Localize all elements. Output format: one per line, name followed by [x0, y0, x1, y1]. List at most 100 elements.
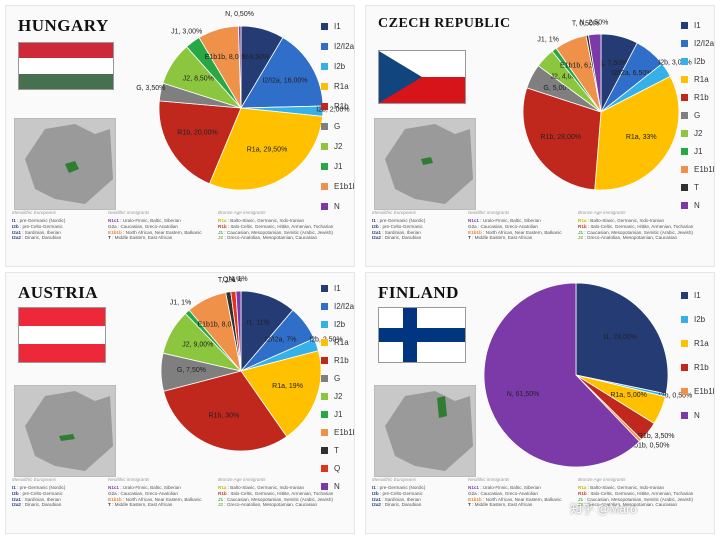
legend-item: G: [321, 369, 354, 387]
pie-chart: I1, 28,00% I2b, 0,50% R1a, 5,00% R1b, 3,50%…: [483, 282, 692, 468]
slice-label: J1, 3,00%: [171, 29, 202, 36]
legend-swatch: [681, 111, 688, 119]
legend-swatch: [681, 387, 688, 395]
slice-label: Q, 1%: [223, 276, 242, 283]
slice-label: R1b, 30%: [208, 413, 239, 420]
pie-slice-r1a: [208, 107, 324, 191]
footer-column-neolithic: Neolithic immigrants N1c1 : Uralo-Finnic,…: [468, 477, 588, 508]
slice-label: I2/I2a, 6,50%: [611, 70, 652, 77]
flag-austria-icon: [18, 307, 106, 363]
slice-label: J2, 4,00%: [551, 73, 582, 80]
slice-label: J1, 1%: [537, 37, 558, 44]
footer-column-mesolithic: Mesolithic Europeans I1 : pre-Germanic (N…: [372, 477, 492, 508]
legend-swatch: [321, 284, 328, 292]
footer-column-neolithic: Neolithic immigrants N1c1 : Uralo-Finnic,…: [108, 210, 228, 241]
country-title: HUNGARY: [18, 16, 109, 35]
legend-label: R1b: [694, 92, 709, 102]
slice-label: I1, 7,50%: [598, 60, 628, 67]
slice-label: I1, 28,00%: [604, 334, 637, 341]
footer-line: J1 : Caucasian, Mesopotamian, Semitic (A…: [218, 496, 333, 502]
legend-swatch: [681, 201, 688, 209]
legend-label: R1a: [334, 81, 349, 91]
pie-chart: I1, 8,50% I2/I2a, 16,00% I2b, 2,00% R1a, 29…: [136, 11, 350, 191]
legend-item: I2/I2a: [681, 34, 715, 52]
slice-label: J2, 9,00%: [182, 342, 213, 349]
footer-line: I2b : pre-Celto-Germanic: [372, 223, 423, 229]
slice-label: N, 2,50%: [580, 19, 609, 26]
legend-label: R1b: [334, 101, 349, 111]
legend-label: I2b: [694, 314, 706, 324]
slice-label: R1b, 20,00%: [177, 129, 217, 136]
legend-item: R1a: [321, 76, 354, 96]
legend-label: J1: [334, 161, 343, 171]
legend-label: T: [334, 445, 339, 455]
country-title: CZECH REPUBLIC: [378, 16, 511, 31]
legend-label: I1: [334, 283, 341, 293]
legend-swatch: [681, 291, 688, 299]
footer-line: R1b : Italo-Celtic, Germanic, Hittite, A…: [578, 223, 694, 229]
watermark: 知乎 @Maro: [570, 502, 637, 516]
footer-line: G2a : Caucasian, Greco-Anatolian: [468, 223, 538, 229]
footer-column-mesolithic: Mesolithic Europeans I1 : pre-Germanic (N…: [12, 210, 132, 241]
legend-item: G: [321, 116, 354, 136]
footer-line: R1b : Italo-Celtic, Germanic, Hittite, A…: [578, 490, 694, 496]
footer-line: I2a2 : Dinaric, Danubian: [12, 502, 62, 508]
footer-line: R1a : Balto-Slavic, Germanic, Indo-Irani…: [578, 218, 665, 223]
legend-label: R1b: [334, 355, 349, 365]
footer-heading: Neolithic immigrants: [108, 477, 150, 482]
slice-label: E1b1b, 0,50%: [626, 443, 670, 450]
legend-label: N: [694, 410, 700, 420]
legend-item: I2b: [321, 315, 354, 333]
legend-label: G: [694, 110, 701, 120]
legend-swatch: [681, 57, 688, 65]
pie-slice-n: [588, 33, 602, 113]
legend-item: J1: [321, 156, 354, 176]
legend-label: I2/I2a: [694, 38, 715, 48]
pie-slice-r1a: [594, 75, 680, 191]
footer-line: E1b1b : North African, Near Eastern, Bal…: [108, 496, 202, 502]
pie-slice-n: [483, 282, 641, 468]
legend-swatch: [681, 183, 688, 191]
footer-line: I1 : pre-Germanic (Nordic): [12, 485, 66, 490]
legend-label: R1b: [694, 362, 709, 372]
legend-swatch: [681, 339, 688, 347]
legend-swatch: [321, 446, 328, 454]
slice-label: I1, 11%: [247, 319, 270, 326]
slice-label: I2b, 2,00%: [316, 107, 349, 114]
footer-column-bronze: Bronze Age immigrants R1a : Balto-Slavic,…: [578, 477, 698, 508]
footer-line: T : Middle Eastern, East African: [468, 235, 533, 241]
footer-line: J2 : Greco-Anatolian, Mesopotamian, Cauc…: [218, 235, 318, 241]
legend-swatch: [681, 129, 688, 137]
legend-label: R1a: [334, 337, 349, 347]
footer-line: J1 : Caucasian, Mesopotamian, Semitic (A…: [218, 229, 333, 235]
footer-heading: Bronze Age immigrants: [578, 477, 626, 482]
footer-line: R1a : Balto-Slavic, Germanic, Indo-Irani…: [218, 485, 305, 490]
footer-heading: Bronze Age immigrants: [578, 210, 626, 215]
legend-item: T: [321, 441, 354, 459]
legend-swatch: [321, 102, 328, 110]
slice-label: E1b1b, 8,00%: [197, 321, 241, 328]
slice-label: I2b, 3,00%: [658, 59, 691, 66]
legend-swatch: [321, 22, 328, 30]
slice-label: I2/I2a, 7%: [265, 336, 297, 343]
legend-item: Q: [321, 459, 354, 477]
legend-swatch: [321, 42, 328, 50]
pie-slice-i1: [575, 282, 669, 395]
footer-column-bronze: Bronze Age immigrants R1a : Balto-Slavic,…: [578, 210, 698, 241]
europe-map-icon: [14, 385, 116, 477]
legend-item: J2: [681, 124, 714, 142]
footer-line: I1 : pre-Germanic (Nordic): [372, 218, 426, 223]
panel-finland: FINLAND I1, 28,00% I2b, 0,50% R1a, 5,00% R1…: [365, 272, 715, 534]
footer-heading: Neolithic immigrants: [468, 210, 510, 215]
slice-label: I2/I2a, 16,00%: [262, 77, 307, 84]
legend-label: Q: [334, 463, 341, 473]
legend-swatch: [681, 75, 688, 83]
legend-label: J2: [334, 141, 343, 151]
legend-swatch: [321, 374, 328, 382]
legend-label: G: [334, 373, 341, 383]
legend-item: E1b1b: [681, 379, 714, 403]
country-title: AUSTRIA: [18, 283, 99, 302]
slice-label: J2, 8,50%: [183, 75, 214, 82]
footer-line: J1 : Caucasian, Mesopotamian, Semitic (A…: [578, 229, 693, 235]
europe-map-icon: [374, 118, 476, 210]
